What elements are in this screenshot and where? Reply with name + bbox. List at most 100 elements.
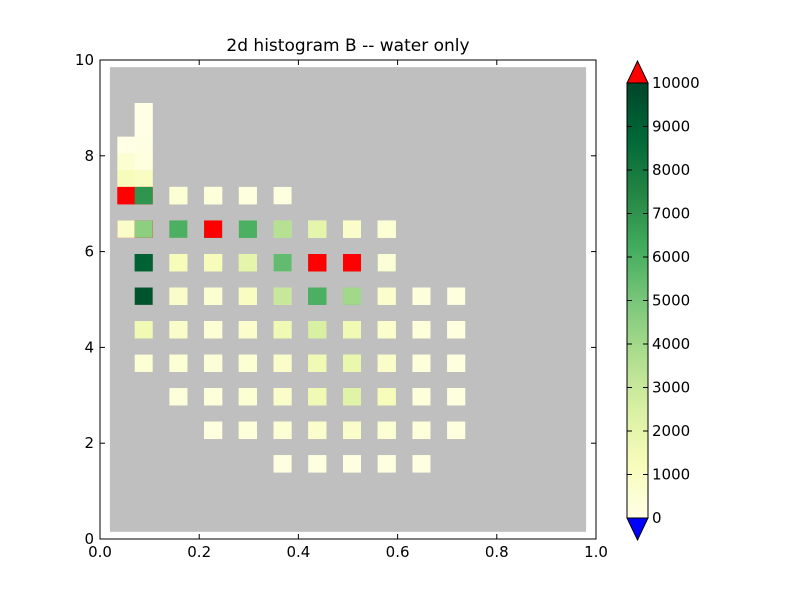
histogram-cell bbox=[412, 354, 431, 372]
histogram-cell bbox=[169, 254, 188, 272]
histogram-cell bbox=[238, 186, 257, 205]
histogram-cell bbox=[343, 455, 361, 473]
colorbar-gradient-bar bbox=[627, 83, 648, 518]
histogram-cell bbox=[134, 220, 153, 238]
histogram-cell bbox=[273, 254, 292, 272]
y-tick-label: 8 bbox=[84, 147, 94, 165]
axes: 0.0 0.2 0.4 0.6 0.8 1.0 0 2 4 6 8 10 bbox=[75, 51, 608, 561]
histogram-cell bbox=[273, 388, 292, 406]
histogram-cell bbox=[412, 321, 431, 339]
histogram-cell bbox=[134, 354, 153, 372]
histogram-cell bbox=[343, 388, 361, 406]
histogram-cell bbox=[377, 455, 396, 473]
histogram-cell bbox=[412, 455, 431, 473]
histogram-cell bbox=[117, 153, 136, 171]
histogram-cell bbox=[273, 186, 292, 205]
histogram-cell bbox=[377, 388, 396, 406]
colorbar: 0 1000 2000 3000 4000 5000 6000 7000 8000 9000 100… bbox=[626, 59, 700, 542]
histogram-cell bbox=[308, 388, 327, 406]
histogram-cell bbox=[169, 287, 188, 305]
histogram-cell bbox=[447, 354, 466, 372]
x-tick-label: 0.8 bbox=[485, 543, 509, 561]
colorbar-tick-label: 10000 bbox=[652, 74, 700, 92]
histogram-cell bbox=[343, 287, 361, 305]
histogram-cell bbox=[117, 220, 136, 238]
histogram-cell bbox=[134, 186, 153, 205]
histogram-cell bbox=[273, 354, 292, 372]
histogram-cell bbox=[273, 455, 292, 473]
colorbar-tick-label: 1000 bbox=[652, 466, 690, 484]
x-tick-label: 1.0 bbox=[584, 543, 608, 561]
histogram-cell bbox=[377, 421, 396, 440]
histogram-cell bbox=[204, 388, 223, 406]
histogram-cell bbox=[238, 388, 257, 406]
y-tick-label: 0 bbox=[84, 530, 94, 548]
histogram-cell bbox=[308, 287, 327, 305]
histogram-cell bbox=[273, 220, 292, 238]
histogram-cell bbox=[343, 354, 361, 372]
colorbar-tick-label: 0 bbox=[652, 509, 662, 527]
histogram-cell bbox=[117, 136, 136, 154]
histogram-cell bbox=[204, 354, 223, 372]
histogram-cell bbox=[343, 220, 361, 238]
histogram-cell bbox=[377, 354, 396, 372]
histogram-cell bbox=[204, 287, 223, 305]
histogram-cell bbox=[169, 186, 188, 205]
histogram-cell bbox=[447, 287, 466, 305]
histogram-cell bbox=[238, 321, 257, 339]
histogram-cell bbox=[273, 421, 292, 440]
x-tick-label: 0.6 bbox=[386, 543, 410, 561]
colorbar-tick-label: 9000 bbox=[652, 118, 690, 136]
histogram-cell bbox=[204, 421, 223, 440]
histogram-cell bbox=[412, 388, 431, 406]
histogram-cell bbox=[273, 287, 292, 305]
histogram-cell bbox=[204, 220, 223, 238]
histogram-cell bbox=[308, 321, 327, 339]
histogram-cell bbox=[117, 170, 136, 188]
histogram-cell bbox=[273, 321, 292, 339]
colorbar-tick-label: 7000 bbox=[652, 205, 690, 223]
y-tick-label: 4 bbox=[84, 338, 94, 356]
histogram-cell bbox=[238, 421, 257, 440]
x-tick-label: 0.0 bbox=[88, 543, 112, 561]
histogram-cell bbox=[204, 254, 223, 272]
histogram-cell bbox=[134, 103, 153, 121]
histogram-cell bbox=[343, 254, 361, 272]
histogram-cell bbox=[117, 186, 136, 205]
colorbar-tick-label: 5000 bbox=[652, 292, 690, 310]
y-tick-label: 2 bbox=[84, 434, 94, 452]
y-tick-label: 6 bbox=[84, 243, 94, 261]
histogram-cell bbox=[238, 254, 257, 272]
histogram-cell bbox=[377, 220, 396, 238]
colorbar-tick-label: 6000 bbox=[652, 248, 690, 266]
histogram-cell bbox=[134, 153, 153, 171]
histogram-cell bbox=[308, 421, 327, 440]
plot-area bbox=[109, 67, 587, 532]
histogram-cell bbox=[412, 287, 431, 305]
histogram-cell bbox=[377, 321, 396, 339]
histogram-cell bbox=[343, 321, 361, 339]
histogram-cell bbox=[238, 220, 257, 238]
histogram-cell bbox=[134, 287, 153, 305]
colorbar-tick-label: 2000 bbox=[652, 422, 690, 440]
colorbar-tick-label: 3000 bbox=[652, 379, 690, 397]
y-tick-label: 10 bbox=[75, 51, 94, 69]
histogram-cell bbox=[134, 136, 153, 154]
histogram-cell bbox=[134, 119, 153, 138]
histogram-cell bbox=[308, 354, 327, 372]
histogram-cell bbox=[238, 287, 257, 305]
histogram-cell bbox=[447, 421, 466, 440]
histogram-cell bbox=[169, 321, 188, 339]
axes-frame bbox=[99, 59, 597, 540]
x-tick-label: 0.2 bbox=[187, 543, 211, 561]
histogram-cell bbox=[343, 421, 361, 440]
colorbar-over-triangle bbox=[626, 59, 649, 84]
colorbar-tick-label: 4000 bbox=[652, 335, 690, 353]
histogram-cell bbox=[447, 321, 466, 339]
histogram-cell bbox=[169, 220, 188, 238]
x-tick-label: 0.4 bbox=[286, 543, 310, 561]
histogram-cell bbox=[238, 354, 257, 372]
histogram-cell bbox=[308, 254, 327, 272]
histogram-cell bbox=[377, 254, 396, 272]
